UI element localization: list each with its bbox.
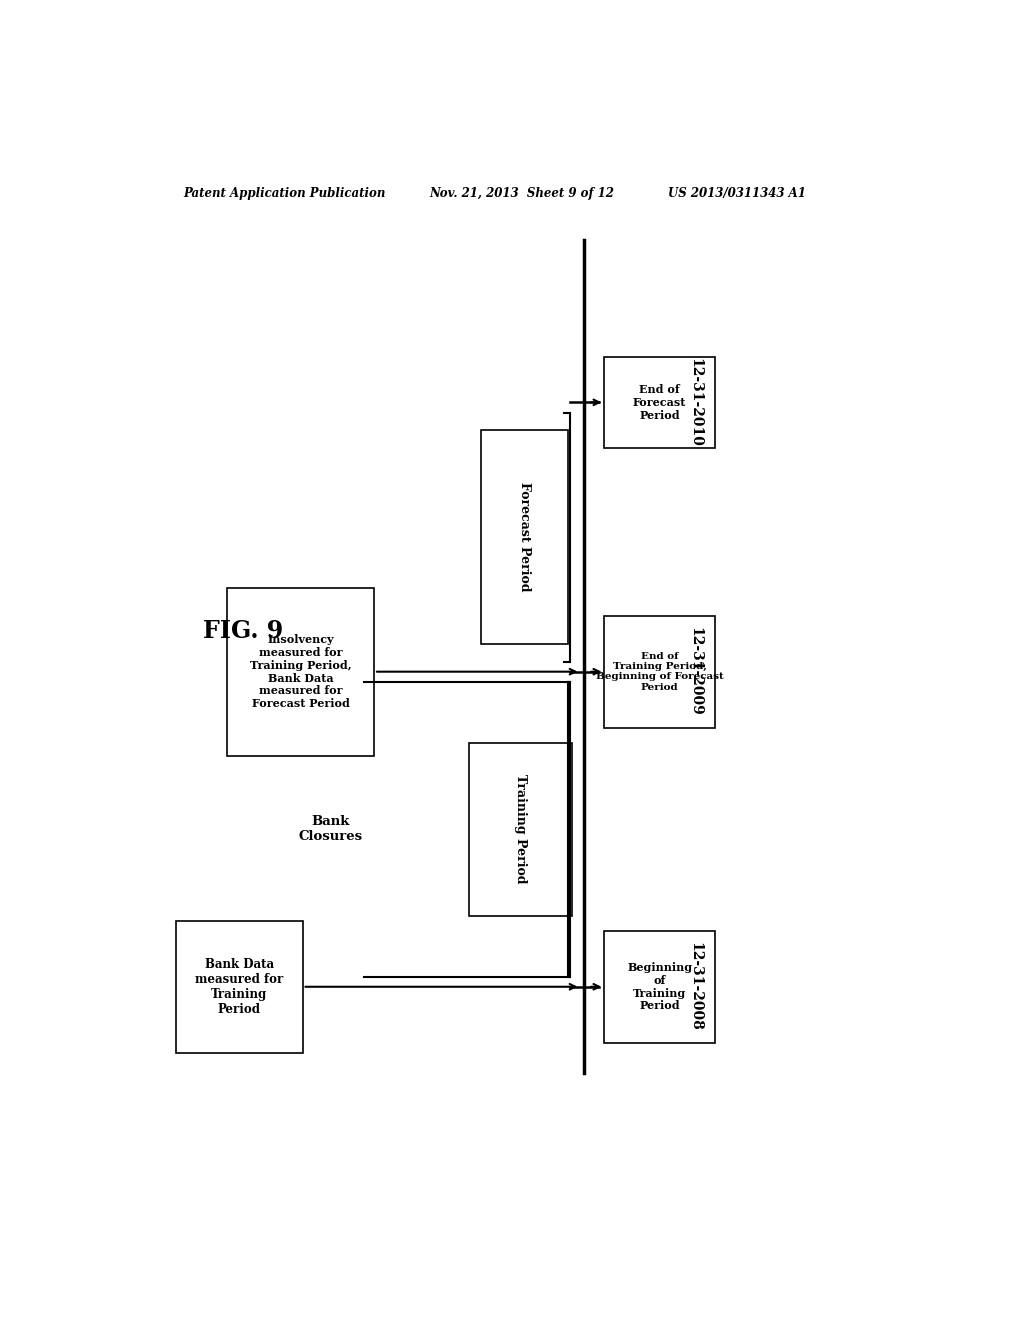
Text: Bank
Closures: Bank Closures: [298, 816, 362, 843]
FancyBboxPatch shape: [176, 921, 303, 1053]
Text: Training Period: Training Period: [514, 775, 527, 884]
FancyBboxPatch shape: [469, 743, 572, 916]
Text: End of
Forecast
Period: End of Forecast Period: [633, 384, 686, 421]
FancyBboxPatch shape: [481, 430, 568, 644]
Text: 12-31-2008: 12-31-2008: [688, 942, 702, 1031]
Text: US 2013/0311343 A1: US 2013/0311343 A1: [668, 187, 806, 201]
Text: FIG. 9: FIG. 9: [204, 619, 284, 643]
Text: Insolvency
measured for
Training Period,
Bank Data
measured for
Forecast Period: Insolvency measured for Training Period,…: [250, 634, 351, 709]
Text: Nov. 21, 2013  Sheet 9 of 12: Nov. 21, 2013 Sheet 9 of 12: [430, 187, 614, 201]
Text: Bank Data
measured for
Training
Period: Bank Data measured for Training Period: [195, 958, 284, 1016]
Text: End of
Training Period,
Beginning of Forecast
Period: End of Training Period, Beginning of For…: [596, 652, 724, 692]
FancyBboxPatch shape: [604, 615, 715, 727]
Text: 12-31-2009: 12-31-2009: [688, 627, 702, 715]
Text: Beginning
of
Training
Period: Beginning of Training Period: [627, 962, 692, 1011]
FancyBboxPatch shape: [604, 931, 715, 1043]
FancyBboxPatch shape: [227, 587, 374, 755]
Text: Patent Application Publication: Patent Application Publication: [183, 187, 386, 201]
Text: Forecast Period: Forecast Period: [518, 482, 531, 591]
FancyBboxPatch shape: [604, 356, 715, 447]
Text: 12-31-2010: 12-31-2010: [688, 358, 702, 446]
